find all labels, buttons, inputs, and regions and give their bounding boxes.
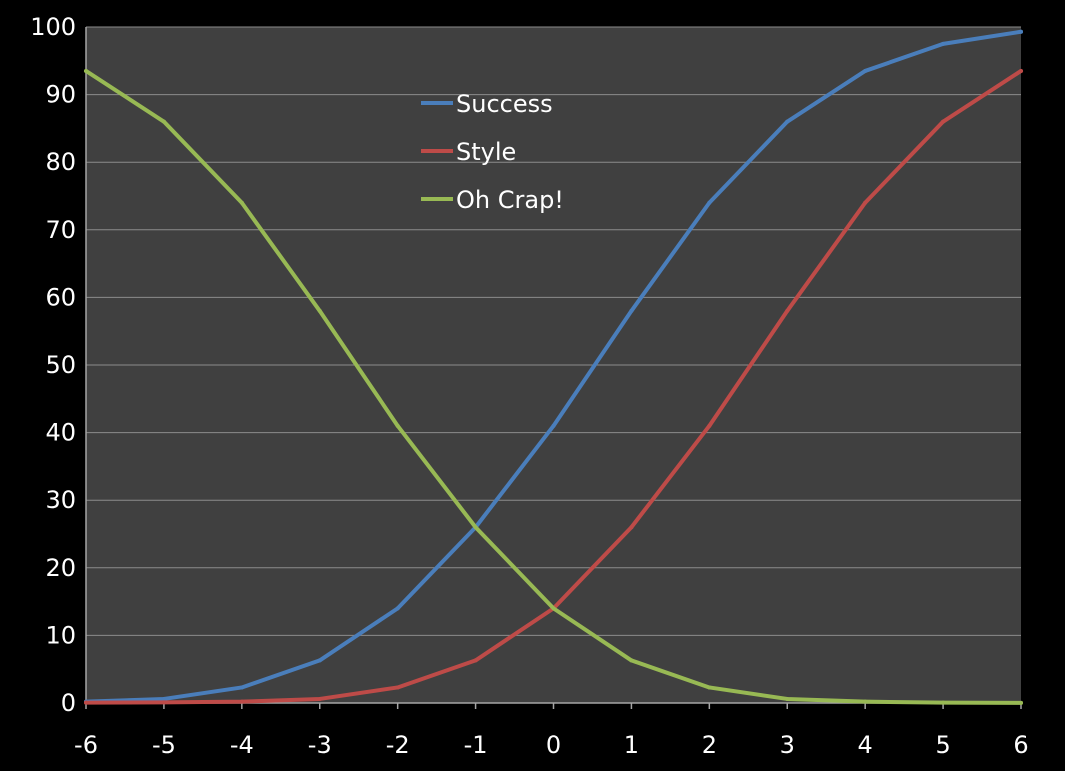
y-axis-ticks: 0 10 20 30 40 50 60 70 80 90 100 bbox=[30, 13, 76, 717]
data-point bbox=[551, 423, 556, 428]
data-point bbox=[84, 700, 88, 705]
data-point bbox=[395, 606, 400, 611]
y-tick-label: 60 bbox=[45, 283, 76, 311]
data-point bbox=[84, 68, 88, 73]
data-point bbox=[317, 658, 322, 663]
x-tick-label: -4 bbox=[230, 731, 254, 759]
x-tick-label: 6 bbox=[1013, 731, 1028, 759]
data-point bbox=[1019, 68, 1023, 73]
y-tick-label: 50 bbox=[45, 351, 76, 379]
data-point bbox=[863, 68, 868, 73]
legend-label: Style bbox=[456, 138, 516, 166]
data-point bbox=[707, 685, 712, 690]
data-point bbox=[863, 200, 868, 205]
data-point bbox=[785, 308, 790, 313]
y-tick-label: 20 bbox=[45, 554, 76, 582]
data-point bbox=[941, 700, 946, 705]
data-point bbox=[707, 200, 712, 205]
data-point bbox=[161, 119, 166, 124]
data-point bbox=[941, 119, 946, 124]
data-point bbox=[1019, 29, 1023, 34]
data-point bbox=[707, 423, 712, 428]
data-point bbox=[785, 696, 790, 701]
data-point bbox=[161, 700, 166, 705]
x-tick-label: -1 bbox=[464, 731, 488, 759]
data-point bbox=[551, 606, 556, 611]
x-tick-label: 5 bbox=[935, 731, 950, 759]
y-tick-label: 80 bbox=[45, 148, 76, 176]
y-tick-label: 0 bbox=[61, 689, 76, 717]
data-point bbox=[317, 696, 322, 701]
data-point bbox=[161, 696, 166, 701]
y-tick-label: 70 bbox=[45, 216, 76, 244]
series-lines bbox=[84, 29, 1023, 705]
data-point bbox=[629, 308, 634, 313]
y-tick-label: 90 bbox=[45, 81, 76, 109]
data-point bbox=[239, 685, 244, 690]
data-point bbox=[863, 699, 868, 704]
data-point bbox=[629, 658, 634, 663]
data-point bbox=[239, 200, 244, 205]
x-tick-label: 3 bbox=[780, 731, 795, 759]
x-tick-label: 2 bbox=[702, 731, 717, 759]
data-point bbox=[317, 308, 322, 313]
y-tick-label: 100 bbox=[30, 13, 76, 41]
y-tick-label: 40 bbox=[45, 419, 76, 447]
legend-label: Success bbox=[456, 90, 553, 118]
x-tick-label: -3 bbox=[308, 731, 332, 759]
data-point bbox=[239, 699, 244, 704]
y-tick-label: 10 bbox=[45, 621, 76, 649]
data-point bbox=[785, 119, 790, 124]
x-tick-label: -5 bbox=[152, 731, 176, 759]
x-axis-ticks: -6 -5 -4 -3 -2 -1 0 1 2 3 4 5 6 bbox=[74, 703, 1029, 759]
data-point bbox=[473, 658, 478, 663]
data-point bbox=[395, 423, 400, 428]
x-tick-label: -6 bbox=[74, 731, 98, 759]
x-tick-label: 4 bbox=[858, 731, 873, 759]
data-point bbox=[941, 41, 946, 46]
legend-label: Oh Crap! bbox=[456, 186, 564, 214]
data-point bbox=[629, 525, 634, 530]
y-tick-label: 30 bbox=[45, 486, 76, 514]
x-tick-label: 0 bbox=[546, 731, 561, 759]
x-tick-label: 1 bbox=[624, 731, 639, 759]
data-point bbox=[395, 685, 400, 690]
legend: Success Style Oh Crap! bbox=[421, 90, 564, 214]
x-tick-label: -2 bbox=[386, 731, 410, 759]
data-point bbox=[1019, 700, 1023, 705]
data-point bbox=[473, 525, 478, 530]
